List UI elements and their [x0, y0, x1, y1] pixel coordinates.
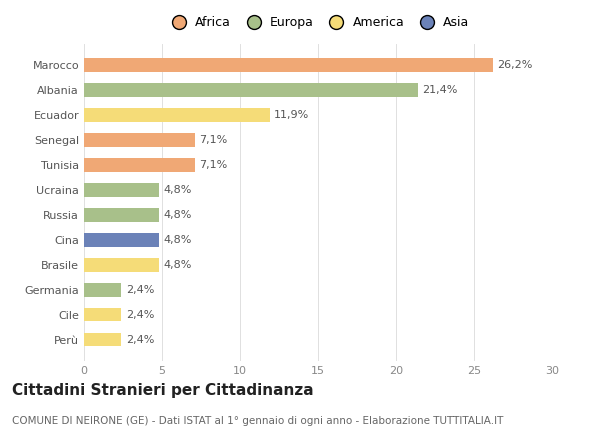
- Text: Cittadini Stranieri per Cittadinanza: Cittadini Stranieri per Cittadinanza: [12, 383, 314, 398]
- Text: 2,4%: 2,4%: [126, 334, 154, 345]
- Text: COMUNE DI NEIRONE (GE) - Dati ISTAT al 1° gennaio di ogni anno - Elaborazione TU: COMUNE DI NEIRONE (GE) - Dati ISTAT al 1…: [12, 416, 503, 426]
- Bar: [84, 59, 493, 72]
- Bar: [84, 133, 195, 147]
- Bar: [84, 233, 159, 247]
- Bar: [84, 108, 269, 122]
- Text: 7,1%: 7,1%: [199, 135, 227, 145]
- Text: 4,8%: 4,8%: [164, 235, 192, 245]
- Text: 7,1%: 7,1%: [199, 160, 227, 170]
- Bar: [84, 183, 159, 197]
- Text: 11,9%: 11,9%: [274, 110, 310, 120]
- Text: 4,8%: 4,8%: [164, 210, 192, 220]
- Bar: [84, 333, 121, 346]
- Text: 2,4%: 2,4%: [126, 310, 154, 319]
- Bar: [84, 158, 195, 172]
- Text: 4,8%: 4,8%: [164, 260, 192, 270]
- Text: 2,4%: 2,4%: [126, 285, 154, 295]
- Bar: [84, 308, 121, 322]
- Text: 26,2%: 26,2%: [497, 60, 533, 70]
- Bar: [84, 283, 121, 297]
- Bar: [84, 83, 418, 97]
- Text: 4,8%: 4,8%: [164, 185, 192, 195]
- Bar: [84, 258, 159, 271]
- Legend: Africa, Europa, America, Asia: Africa, Europa, America, Asia: [164, 13, 472, 31]
- Bar: [84, 208, 159, 222]
- Text: 21,4%: 21,4%: [422, 85, 458, 95]
